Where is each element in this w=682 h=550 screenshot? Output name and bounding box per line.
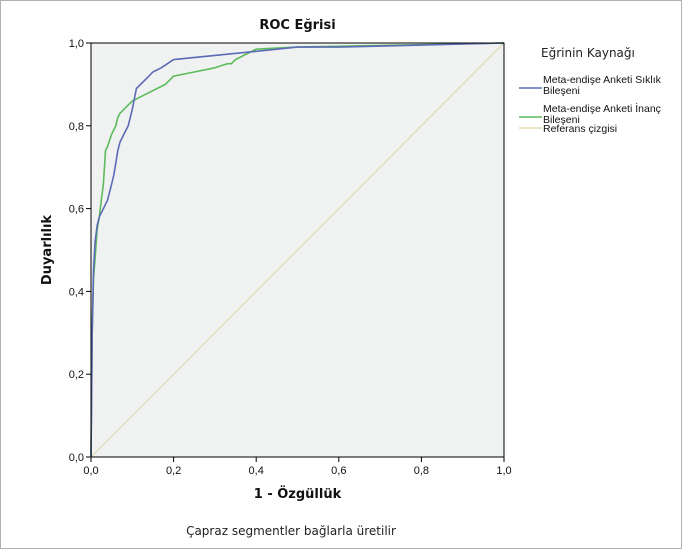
plot-border [90,42,505,458]
series-line-3 [90,42,505,458]
y-axis-label: Duyarlılık [40,215,55,286]
chart-title: ROC Eğrisi [259,18,335,33]
x-axis-label: 1 - Özgüllük [254,486,342,502]
legend: Meta-endişe Anketi Sıklık Bileşeni Meta-en… [519,74,662,135]
y-tick-label: 0,0 [69,452,84,464]
axis-ticks: 0,0 0,2 0,4 0,6 0,8 1,0 0,0 0,2 0,4 0,6 0,8 1,0 [69,38,512,477]
y-tick-label: 0,4 [69,286,84,298]
x-tick-label: 0,6 [331,465,346,477]
legend-title: Eğrinin Kaynağı [541,46,635,60]
legend-entry: Meta-endişe Anketi Sıklık Bileşeni [543,74,662,97]
y-tick-label: 0,8 [69,121,84,133]
y-tick-label: 0,2 [69,369,84,381]
x-tick-label: 0,0 [83,465,98,477]
x-tick-label: 0,2 [166,465,181,477]
x-tick-label: 0,8 [414,465,429,477]
series-lines [90,42,505,458]
footnote: Çapraz segmentler bağlarla üretilir [186,524,396,538]
legend-entry: Meta-endişe Anketi İnanç Bileşeni [543,102,661,126]
x-tick-label: 0,4 [249,465,264,477]
series-line-1 [90,42,505,458]
legend-entry: Referans çizgisi [543,123,617,135]
y-tick-label: 0,6 [69,204,84,216]
y-tick-label: 1,0 [69,38,84,50]
x-tick-label: 1,0 [496,465,511,477]
